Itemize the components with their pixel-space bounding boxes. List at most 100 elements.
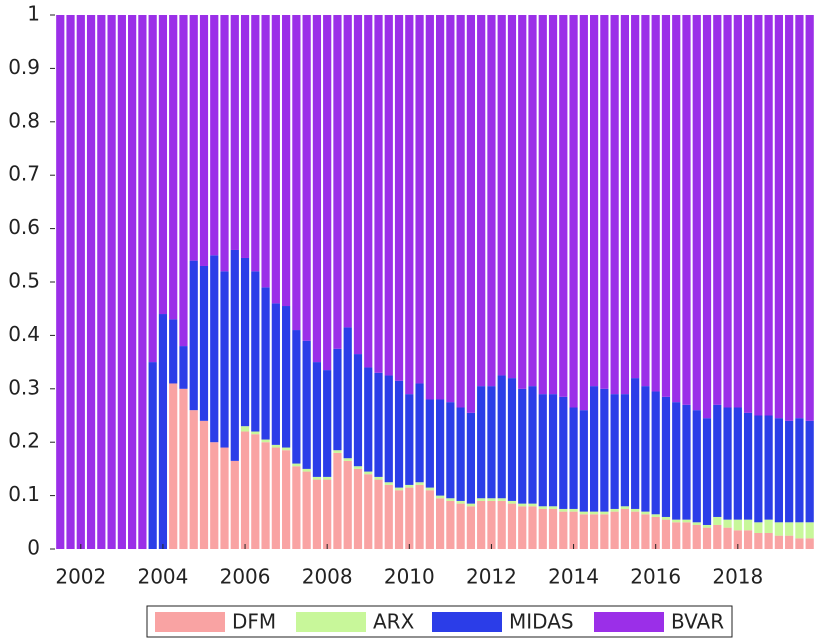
bar-segment [138,15,147,549]
bar-segment [446,500,455,549]
bar-segment [641,15,650,387]
bar-segment [723,519,732,528]
bar-segment [436,495,445,499]
bar-segment [169,319,178,384]
bar-segment [589,514,599,549]
bar-segment [631,511,640,549]
y-tick-label: 0.2 [8,429,40,453]
legend-label: DFM [232,610,276,634]
bar-segment [805,538,814,549]
bar-segment [158,15,168,315]
bar-segment [374,15,383,373]
bar-segment [774,418,783,523]
bar-segment [682,404,691,520]
bar-segment [661,15,671,397]
bar-segment [497,500,506,549]
bar-segment [610,394,619,509]
legend-swatch [155,612,225,632]
bar-segment [343,15,352,328]
bar-segment [374,479,383,549]
bar-segment [641,386,650,512]
bar-segment [507,503,517,549]
x-tick-label: 2012 [466,565,517,589]
bar-segment [795,418,804,523]
bar-segment [425,490,434,549]
bar-segment [528,15,537,387]
bar-segment [353,354,363,467]
bar-segment [66,15,75,549]
bar-segment [251,15,260,272]
bar-segment [661,516,671,520]
legend-swatch [296,612,366,632]
bar-segment [148,15,157,363]
bar-segment [128,15,137,549]
bar-segment [774,535,783,549]
bar-segment [415,482,424,485]
bar-segment [589,15,599,387]
bar-segment [702,15,712,419]
bar-segment [292,463,301,467]
bar-segment [261,439,270,443]
bar-segment [446,15,455,403]
bar-segment [302,15,311,341]
bar-segment [210,442,219,549]
bar-segment [805,522,814,539]
y-tick-label: 1 [27,2,40,26]
bar-segment [210,15,219,256]
bar-segment [251,431,260,435]
bar-segment [189,15,198,261]
bar-segment [713,524,722,549]
bar-segment [323,15,332,371]
bar-segment [251,271,260,432]
bar-segment [528,503,537,507]
bar-segment [589,511,599,515]
x-tick-label: 2002 [55,565,106,589]
bar-segment [261,287,270,440]
bar-segment [589,386,599,512]
bar-segment [436,498,445,549]
bar-segment [497,375,506,499]
bar-segment [610,508,619,512]
bar-segment [692,524,701,549]
bar-segment [733,15,742,408]
bar-segment [415,484,424,549]
bar-segment [477,386,486,499]
bar-segment [487,500,496,549]
legend-label: BVAR [671,610,724,634]
bar-segment [240,426,250,432]
bar-segment [220,271,229,448]
bar-segment [76,15,85,549]
bar-segment [487,15,496,387]
bar-segment [610,511,619,549]
bar-segment [394,15,404,381]
bar-segment [220,447,229,549]
bar-segment [507,378,517,501]
bar-segment [651,514,660,517]
bar-segment [282,306,291,448]
bar-segment [199,15,209,266]
bar-segment [538,15,547,395]
bar-segment [302,340,311,469]
bar-segment [220,15,229,272]
bar-segment [374,372,383,477]
bar-segment [179,15,188,347]
bar-segment [210,255,219,443]
bar-segment [754,15,763,416]
bar-segment [620,394,629,507]
bar-segment [559,511,568,549]
bar-segment [261,442,270,549]
bar-segment [538,506,547,509]
bar-segment [189,410,198,549]
bar-segment [723,15,732,408]
bar-segment [754,415,763,523]
bar-segment [271,15,280,304]
bar-segment [569,508,578,512]
y-tick-label: 0.8 [8,108,40,132]
bar-segment [682,15,691,405]
bar-segment [610,15,619,395]
bar-segment [600,511,609,515]
x-tick-label: 2010 [384,565,435,589]
bar-segment [364,471,373,475]
bar-segment [569,15,578,408]
